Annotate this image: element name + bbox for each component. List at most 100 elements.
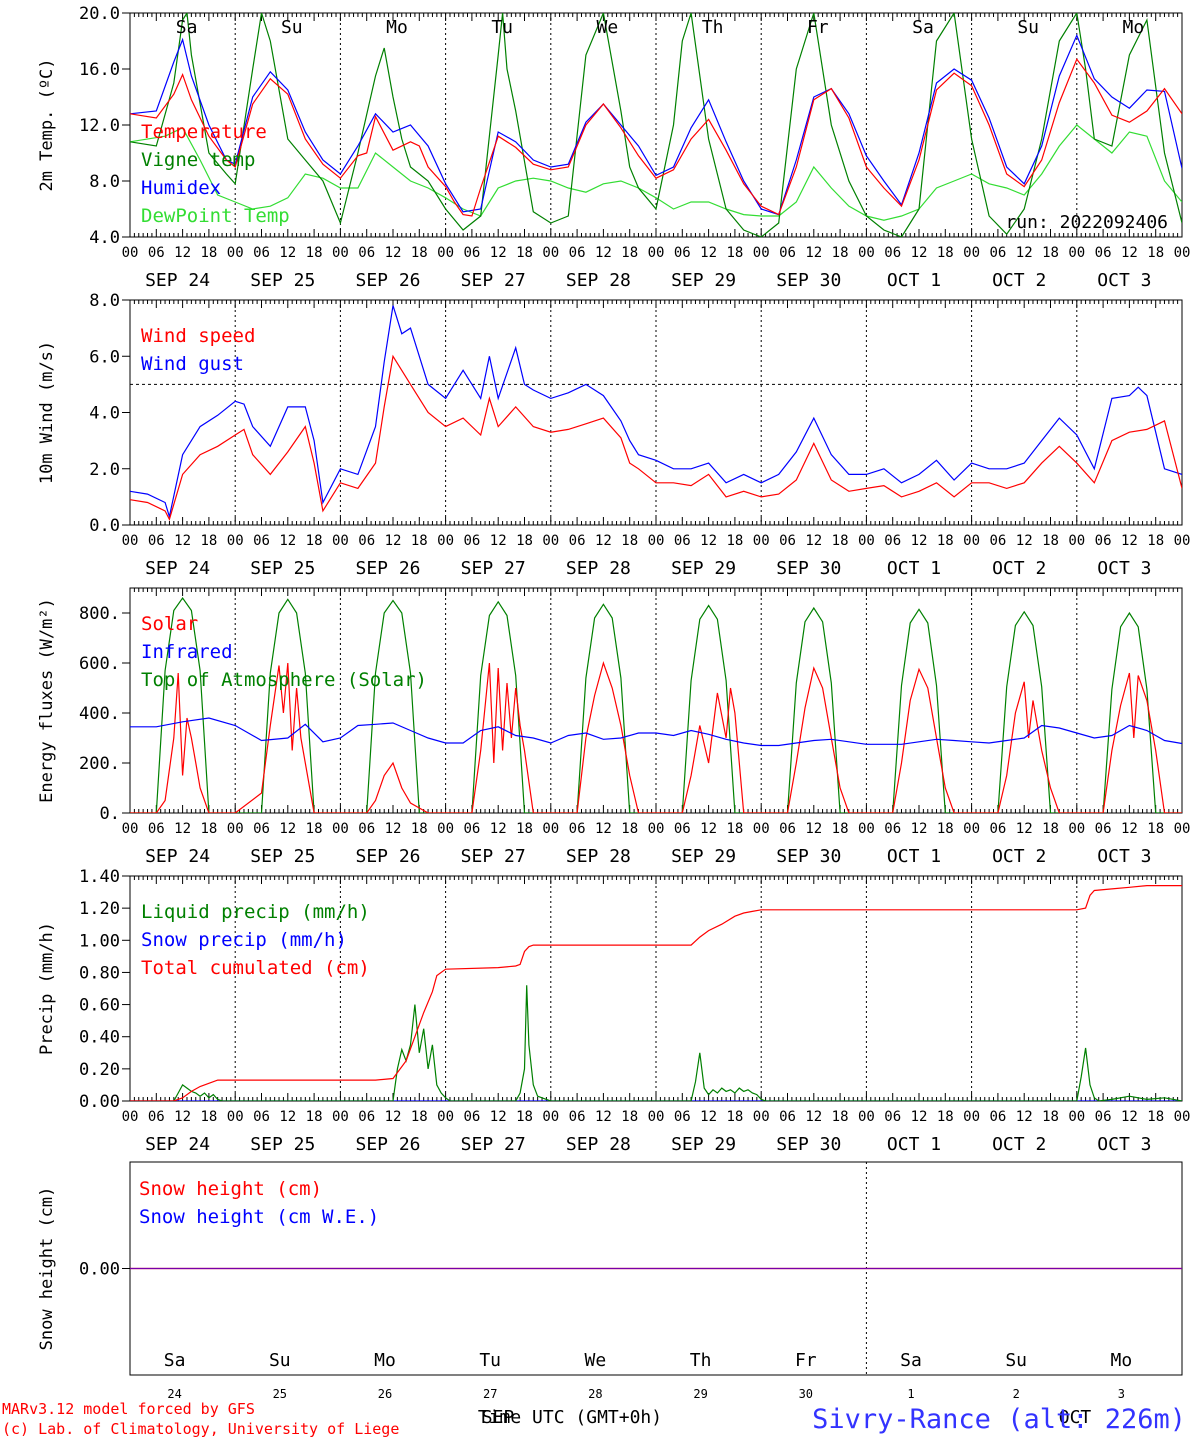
- hour-label: 06: [463, 533, 480, 549]
- hour-label: 00: [122, 245, 139, 261]
- y-tick-label: 0.00: [79, 1260, 120, 1280]
- hour-label: 18: [832, 533, 849, 549]
- hour-label: 00: [753, 821, 770, 837]
- date-label: SEP 25: [250, 558, 315, 579]
- y-tick-label: 6.0: [89, 347, 120, 367]
- day-of-week-label: Mo: [374, 1350, 396, 1371]
- date-label: SEP 26: [355, 558, 420, 579]
- hour-label: 00: [1174, 245, 1191, 261]
- hour-label: 00: [753, 533, 770, 549]
- hour-label: 12: [911, 245, 928, 261]
- hour-label: 12: [385, 1109, 402, 1125]
- y-tick-label: 0.80: [79, 963, 120, 983]
- y-tick-label: 8.0: [89, 172, 120, 192]
- day-of-week-label: Su: [269, 1350, 291, 1371]
- hour-label: 12: [279, 821, 296, 837]
- hour-label: 00: [1174, 821, 1191, 837]
- hour-label: 06: [884, 533, 901, 549]
- legend-entry: Snow height (cm): [139, 1178, 322, 1200]
- hour-label: 18: [200, 533, 217, 549]
- hour-label: 06: [148, 1109, 165, 1125]
- hour-label: 00: [332, 1109, 349, 1125]
- hour-label: 12: [595, 1109, 612, 1125]
- model-credit-line1: MARv3.12 model forced by GFS: [2, 1400, 255, 1418]
- hour-label: 00: [858, 245, 875, 261]
- hour-label: 06: [884, 245, 901, 261]
- day-of-week-label: Su: [281, 17, 303, 38]
- hour-label: 12: [385, 821, 402, 837]
- hour-label: 18: [306, 245, 323, 261]
- date-label: SEP 27: [461, 1134, 526, 1155]
- hour-label: 00: [1068, 821, 1085, 837]
- hour-label: 06: [674, 533, 691, 549]
- series-line-top-of-atmosphere-solar-: [130, 596, 1182, 813]
- hour-label: 06: [674, 1109, 691, 1125]
- hour-label: 18: [306, 821, 323, 837]
- series-line-wind-speed: [130, 354, 1182, 522]
- hour-label: 06: [1095, 1109, 1112, 1125]
- date-label: OCT 3: [1097, 846, 1151, 867]
- date-label: SEP 29: [671, 270, 736, 291]
- day-of-week-label: Tu: [491, 17, 513, 38]
- hour-label: 00: [963, 1109, 980, 1125]
- hour-label: 06: [989, 245, 1006, 261]
- date-label: SEP 29: [671, 1134, 736, 1155]
- hour-label: 00: [332, 533, 349, 549]
- hour-label: 06: [779, 533, 796, 549]
- y-tick-label: 0.0: [89, 516, 120, 536]
- hour-label: 12: [805, 245, 822, 261]
- hour-label: 06: [674, 245, 691, 261]
- hour-label: 06: [148, 245, 165, 261]
- hour-label: 18: [832, 245, 849, 261]
- hour-label: 00: [648, 1109, 665, 1125]
- hour-label: 18: [200, 1109, 217, 1125]
- hour-label: 06: [148, 821, 165, 837]
- hour-label: 12: [1016, 245, 1033, 261]
- hour-label: 12: [174, 245, 191, 261]
- hour-label: 18: [516, 533, 533, 549]
- hour-label: 12: [279, 245, 296, 261]
- hour-label: 18: [200, 245, 217, 261]
- hour-label: 06: [779, 245, 796, 261]
- day-of-week-label: Sa: [164, 1350, 186, 1371]
- day-number-label: 30: [799, 1387, 813, 1401]
- day-of-week-label: Sa: [912, 17, 934, 38]
- hour-label: 06: [884, 821, 901, 837]
- date-label: SEP 29: [671, 846, 736, 867]
- hour-label: 12: [174, 821, 191, 837]
- month-label: OCT: [1059, 1407, 1092, 1428]
- date-label: SEP 30: [776, 270, 841, 291]
- hour-label: 18: [726, 533, 743, 549]
- series-line-humidex: [130, 33, 1182, 216]
- date-label: SEP 28: [566, 846, 631, 867]
- hour-label: 18: [621, 245, 638, 261]
- y-tick-label: 8.0: [89, 291, 120, 311]
- hour-label: 06: [463, 1109, 480, 1125]
- legend-entry: Liquid precip (mm/h): [141, 901, 370, 923]
- day-number-label: 28: [588, 1387, 602, 1401]
- y-tick-label: 400.: [79, 704, 120, 724]
- day-of-week-label: We: [585, 1350, 607, 1371]
- y-tick-label: 20.0: [79, 4, 120, 24]
- hour-label: 12: [279, 1109, 296, 1125]
- y-tick-label: 0.60: [79, 996, 120, 1016]
- hour-label: 18: [411, 821, 428, 837]
- hour-label: 06: [989, 821, 1006, 837]
- hour-label: 00: [122, 821, 139, 837]
- hour-label: 00: [648, 245, 665, 261]
- date-label: SEP 27: [461, 558, 526, 579]
- hour-label: 12: [490, 821, 507, 837]
- hour-label: 12: [700, 533, 717, 549]
- hour-label: 00: [753, 245, 770, 261]
- y-tick-label: 1.20: [79, 899, 120, 919]
- date-label: SEP 30: [776, 558, 841, 579]
- hour-label: 06: [674, 821, 691, 837]
- day-of-week-label: Th: [690, 1350, 712, 1371]
- hour-label: 18: [726, 1109, 743, 1125]
- hour-label: 00: [648, 821, 665, 837]
- hour-label: 12: [385, 245, 402, 261]
- hour-label: 18: [1042, 821, 1059, 837]
- date-label: SEP 24: [145, 846, 210, 867]
